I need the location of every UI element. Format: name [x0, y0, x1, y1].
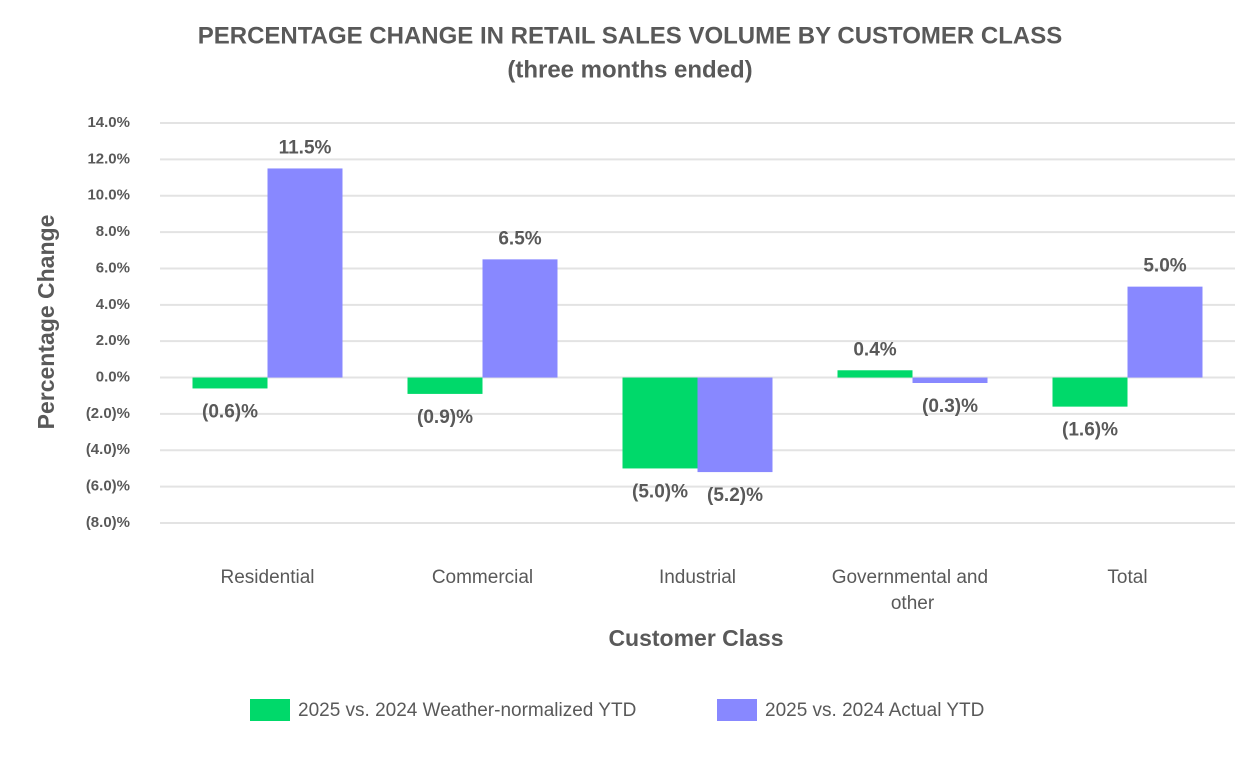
x-axis-label: Customer Class [608, 625, 783, 651]
legend-label: 2025 vs. 2024 Actual YTD [765, 700, 984, 721]
data-label: (5.0)% [632, 481, 688, 502]
y-tick-label: (8.0)% [86, 514, 130, 531]
x-tick-label: Residential [221, 567, 315, 588]
legend-swatch [250, 699, 290, 721]
x-tick-label: Industrial [659, 567, 736, 588]
bar [912, 377, 988, 383]
data-label: 5.0% [1143, 256, 1186, 277]
y-tick-label: 8.0% [96, 223, 130, 240]
bar [1127, 286, 1203, 378]
bar [697, 377, 773, 473]
y-tick-label: 2.0% [96, 332, 130, 349]
data-label: (5.2)% [707, 485, 763, 506]
y-tick-label: 14.0% [87, 114, 130, 131]
bar [837, 370, 913, 378]
data-label: (0.3)% [922, 396, 978, 417]
y-tick-label: 6.0% [96, 259, 130, 276]
data-label: (0.9)% [417, 407, 473, 428]
y-axis-label: Percentage Change [33, 215, 59, 430]
data-label: (1.6)% [1062, 420, 1118, 441]
legend-swatch [717, 699, 757, 721]
bar [267, 168, 343, 378]
bar [1052, 377, 1128, 407]
x-tick-label: Governmental and other [832, 567, 994, 614]
data-label: 0.4% [853, 339, 896, 360]
legend-label: 2025 vs. 2024 Weather-normalized YTD [298, 700, 636, 721]
chart-subtitle: (three months ended) [507, 56, 752, 83]
bar [482, 259, 558, 378]
y-tick-label: (6.0)% [86, 478, 130, 495]
bar [407, 377, 483, 394]
y-tick-label: 12.0% [87, 150, 130, 167]
y-tick-label: 0.0% [96, 369, 130, 386]
data-label: (0.6)% [202, 401, 258, 422]
bar [622, 377, 698, 469]
bar [192, 377, 268, 389]
x-tick-label: Total [1107, 567, 1147, 588]
y-tick-label: 10.0% [87, 187, 130, 204]
data-label: 11.5% [279, 137, 332, 158]
x-tick-label: Commercial [432, 567, 533, 588]
y-tick-label: 4.0% [96, 296, 130, 313]
data-label: 6.5% [498, 228, 541, 249]
chart-title: PERCENTAGE CHANGE IN RETAIL SALES VOLUME… [198, 22, 1063, 49]
y-tick-label: (2.0)% [86, 405, 130, 422]
y-tick-label: (4.0)% [86, 441, 130, 458]
